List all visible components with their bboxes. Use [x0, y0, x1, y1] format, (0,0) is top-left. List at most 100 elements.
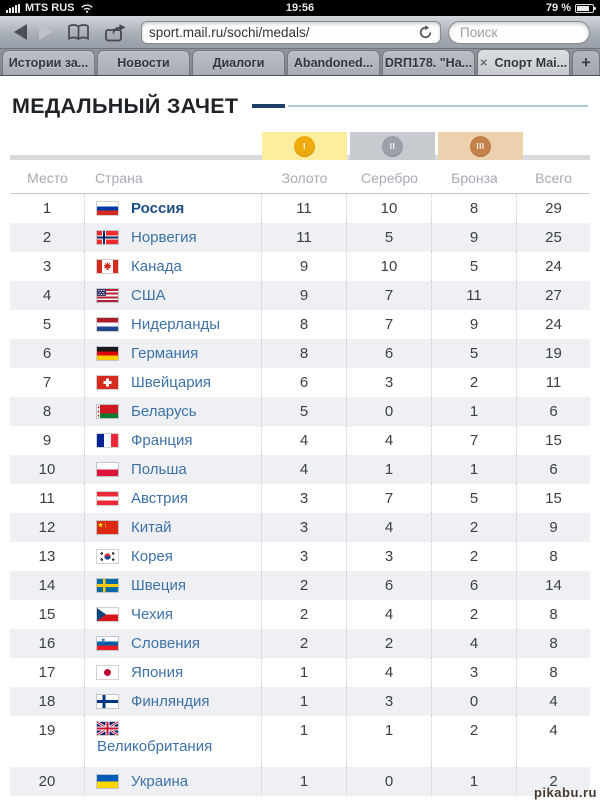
place-cell: 6 [10, 339, 85, 368]
status-bar: MTS RUS 19:56 79 % [0, 0, 600, 16]
country-link[interactable]: Россия [131, 200, 185, 217]
country-link[interactable]: Нидерланды [131, 316, 221, 333]
country-link[interactable]: Украина [131, 773, 189, 790]
flag-icon-cn [97, 521, 118, 534]
total-cell: 8 [549, 635, 558, 652]
gold-cell: 8 [262, 310, 347, 339]
browser-tab-2[interactable]: Диалоги [192, 50, 285, 75]
country-link[interactable]: Швейцария [131, 374, 212, 391]
silver-cell: 4 [347, 600, 432, 629]
country-link[interactable]: Швеция [131, 577, 186, 594]
gold-cell: 1 [262, 658, 347, 687]
tab-label: DRП178. "На... [384, 56, 473, 70]
address-bar[interactable]: sport.mail.ru/sochi/medals/ [141, 20, 441, 44]
back-button[interactable] [14, 24, 27, 40]
table-row: 16 Словения 2 2 4 8 [10, 629, 590, 658]
gold-cell: 1 [262, 716, 347, 767]
battery-icon [575, 3, 596, 13]
country-link[interactable]: Польша [131, 461, 187, 478]
tab-bar: Истории за... Новости Диалоги Abandoned... D… [0, 49, 600, 76]
bronze-cell: 1 [432, 455, 517, 484]
browser-tab-5[interactable]: × Спорт Mai... [477, 49, 570, 75]
browser-tab-3[interactable]: Abandoned... [287, 50, 380, 75]
forward-button[interactable] [39, 24, 52, 40]
flag-icon-ru [97, 202, 118, 215]
flag-icon-at [97, 492, 118, 505]
bronze-cell: 3 [432, 658, 517, 687]
bronze-cell: 6 [432, 571, 517, 600]
country-link[interactable]: Корея [131, 548, 173, 565]
country-link[interactable]: Финляндия [131, 693, 210, 710]
bronze-medal-icon: III [470, 135, 491, 157]
table-row: 12 Китай 3 4 2 9 [10, 513, 590, 542]
country-link[interactable]: Великобритания [97, 738, 213, 755]
bronze-cell: 2 [432, 513, 517, 542]
gold-cell: 6 [262, 368, 347, 397]
country-link[interactable]: Франция [131, 432, 193, 449]
place-cell: 17 [10, 658, 85, 687]
flag-icon-kr [97, 550, 118, 563]
place-cell: 14 [10, 571, 85, 600]
bronze-cell: 1 [432, 397, 517, 426]
gold-cell: 11 [262, 223, 347, 252]
wifi-icon [80, 4, 93, 13]
tab-label: Диалоги [212, 56, 265, 70]
country-link[interactable]: США [131, 287, 166, 304]
silver-medal-icon: II [382, 135, 403, 157]
total-cell: 29 [545, 200, 562, 217]
country-link[interactable]: Норвегия [131, 229, 197, 246]
share-icon[interactable] [103, 23, 129, 42]
gold-cell: 2 [262, 629, 347, 658]
browser-tab-0[interactable]: Истории за... [2, 50, 95, 75]
silver-cell: 7 [347, 281, 432, 310]
refresh-icon[interactable] [418, 24, 433, 40]
bronze-cell: 0 [432, 687, 517, 716]
country-link[interactable]: Беларусь [131, 403, 197, 420]
browser-tab-1[interactable]: Новости [97, 50, 190, 75]
tab-close-icon[interactable]: × [479, 55, 488, 70]
gold-cell: 1 [262, 767, 347, 796]
country-link[interactable]: Германия [131, 345, 199, 362]
total-cell: 25 [545, 229, 562, 246]
country-cell: Финляндия [85, 687, 262, 716]
country-cell: США [85, 281, 262, 310]
bronze-cell: 2 [432, 542, 517, 571]
table-row: 1 Россия 11 10 8 29 [10, 194, 590, 223]
flag-icon-pl [97, 463, 118, 476]
table-row: 15 Чехия 2 4 2 8 [10, 600, 590, 629]
table-row: 3 Канада 9 10 5 24 [10, 252, 590, 281]
country-link[interactable]: Япония [131, 664, 184, 681]
total-cell: 24 [545, 258, 562, 275]
browser-tab-4[interactable]: DRП178. "На... [382, 50, 475, 75]
country-cell: Австрия [85, 484, 262, 513]
silver-cell: 4 [347, 426, 432, 455]
place-cell: 12 [10, 513, 85, 542]
total-cell: 6 [549, 461, 558, 478]
gold-cell: 5 [262, 397, 347, 426]
country-cell: Швейцария [85, 368, 262, 397]
country-link[interactable]: Чехия [131, 606, 174, 623]
total-cell: 14 [545, 577, 562, 594]
silver-cell: 7 [347, 310, 432, 339]
total-cell: 15 [545, 490, 562, 507]
search-input[interactable]: Поиск [448, 20, 590, 44]
url-text: sport.mail.ru/sochi/medals/ [149, 24, 310, 40]
total-cell: 8 [549, 664, 558, 681]
flag-icon-fi [97, 695, 118, 708]
country-link[interactable]: Канада [131, 258, 182, 275]
browser-toolbar: sport.mail.ru/sochi/medals/ Поиск [0, 16, 600, 49]
tab-label: Истории за... [8, 56, 89, 70]
table-row: 6 Германия 8 6 5 19 [10, 339, 590, 368]
country-link[interactable]: Австрия [131, 490, 189, 507]
table-row: 20 Украина 1 0 1 2 [10, 767, 590, 796]
place-cell: 18 [10, 687, 85, 716]
new-tab-button[interactable]: + [572, 50, 600, 75]
flag-icon-si [97, 637, 118, 650]
country-link[interactable]: Китай [131, 519, 172, 536]
total-cell: 27 [545, 287, 562, 304]
silver-cell: 3 [347, 368, 432, 397]
country-link[interactable]: Словения [131, 635, 201, 652]
country-cell: Украина [85, 767, 262, 796]
bookmarks-icon[interactable] [66, 23, 91, 41]
table-header: Место Страна Золото Серебро Бронза Всего [10, 162, 590, 194]
